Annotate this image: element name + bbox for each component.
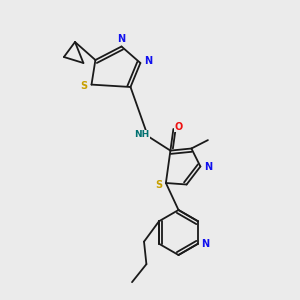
- Text: N: N: [201, 239, 209, 249]
- Text: S: S: [155, 179, 162, 190]
- Text: N: N: [117, 34, 126, 44]
- Text: O: O: [175, 122, 183, 132]
- Text: S: S: [80, 81, 88, 91]
- Text: N: N: [144, 56, 152, 67]
- Text: NH: NH: [134, 130, 149, 139]
- Text: N: N: [204, 161, 212, 172]
